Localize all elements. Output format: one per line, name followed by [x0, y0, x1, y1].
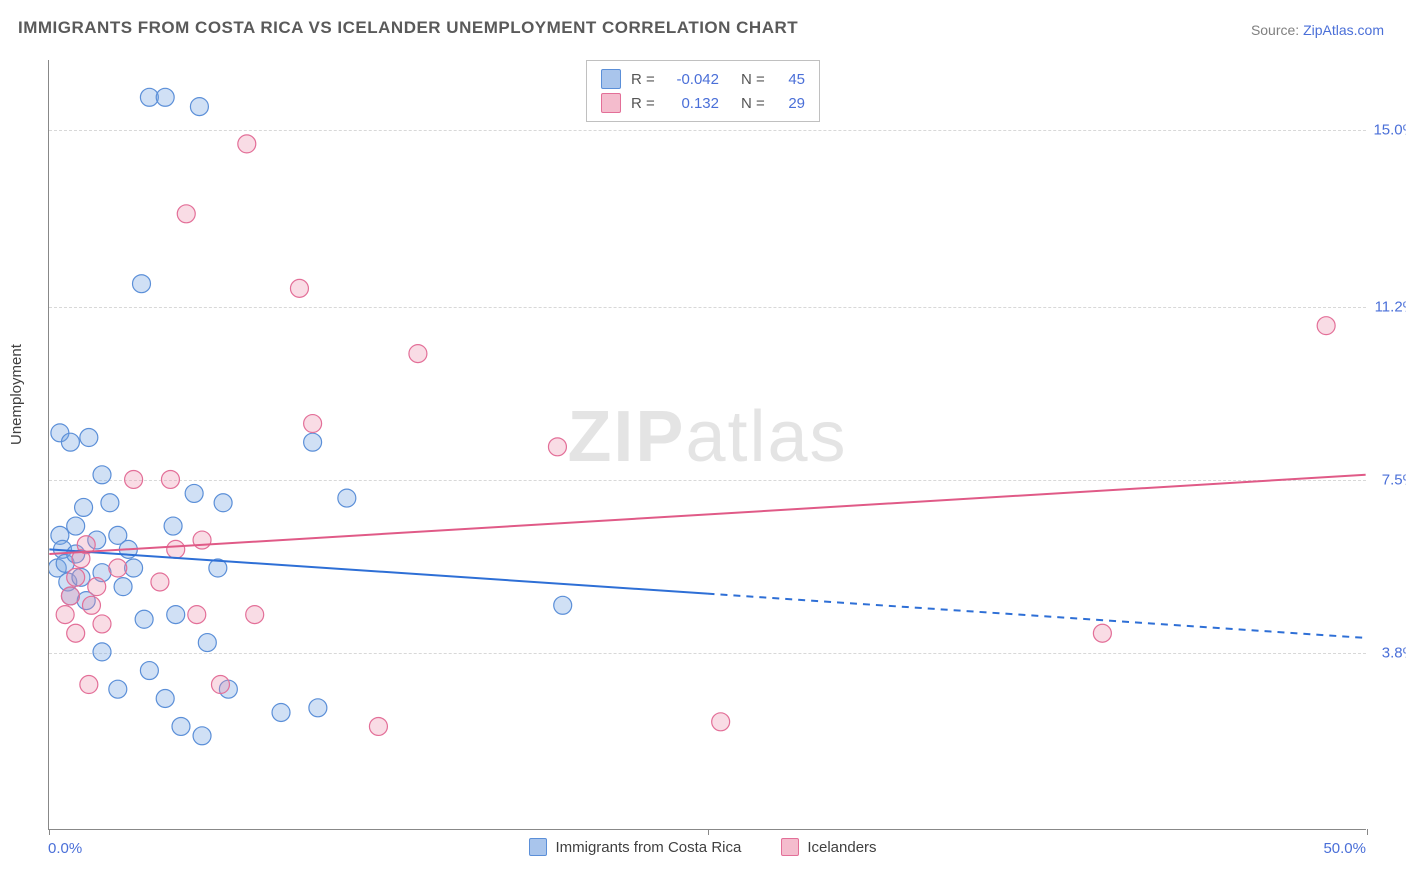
legend-row-blue: R = -0.042 N = 45 — [601, 67, 805, 91]
data-point-pink — [290, 279, 308, 297]
data-point-blue — [167, 606, 185, 624]
data-point-blue — [109, 680, 127, 698]
y-tick-label: 3.8% — [1368, 644, 1406, 661]
trend-line-blue — [49, 549, 707, 593]
data-point-blue — [309, 699, 327, 717]
legend-bottom-label: Immigrants from Costa Rica — [555, 839, 741, 856]
legend-r-value: 0.132 — [669, 95, 719, 112]
data-point-blue — [190, 98, 208, 116]
data-point-pink — [80, 676, 98, 694]
data-point-pink — [369, 717, 387, 735]
data-point-blue — [304, 433, 322, 451]
legend-swatch-pink — [601, 93, 621, 113]
data-point-pink — [125, 470, 143, 488]
legend-n-value: 29 — [779, 95, 805, 112]
data-point-blue — [185, 484, 203, 502]
data-point-pink — [193, 531, 211, 549]
data-point-blue — [164, 517, 182, 535]
data-point-pink — [1317, 317, 1335, 335]
legend-r-label: R = — [631, 71, 659, 88]
data-point-blue — [93, 466, 111, 484]
data-point-pink — [151, 573, 169, 591]
data-point-pink — [238, 135, 256, 153]
data-point-blue — [272, 703, 290, 721]
data-point-blue — [156, 88, 174, 106]
data-point-blue — [93, 643, 111, 661]
y-axis-label: Unemployment — [8, 344, 25, 445]
data-point-blue — [172, 717, 190, 735]
legend-r-value: -0.042 — [669, 71, 719, 88]
data-point-blue — [135, 610, 153, 628]
data-point-blue — [133, 275, 151, 293]
y-tick-label: 15.0% — [1368, 122, 1406, 139]
data-point-pink — [548, 438, 566, 456]
data-point-blue — [80, 429, 98, 447]
legend-bottom-swatch — [781, 838, 799, 856]
legend-n-label: N = — [741, 95, 769, 112]
chart-svg — [49, 60, 1366, 829]
x-tick — [708, 829, 709, 835]
data-point-pink — [61, 587, 79, 605]
legend-correlation-box: R = -0.042 N = 45 R = 0.132 N = 29 — [586, 60, 820, 122]
plot-area: ZIPatlas 3.8%7.5%11.2%15.0% — [48, 60, 1366, 830]
y-tick-label: 11.2% — [1368, 299, 1406, 316]
legend-n-label: N = — [741, 71, 769, 88]
data-point-blue — [193, 727, 211, 745]
data-point-pink — [67, 624, 85, 642]
source-link[interactable]: ZipAtlas.com — [1303, 22, 1384, 38]
trend-line-blue-dashed — [708, 594, 1366, 638]
data-point-blue — [140, 662, 158, 680]
x-tick — [1367, 829, 1368, 835]
legend-bottom-item-blue: Immigrants from Costa Rica — [529, 838, 741, 856]
data-point-blue — [214, 494, 232, 512]
data-point-pink — [188, 606, 206, 624]
legend-bottom-swatch — [529, 838, 547, 856]
data-point-pink — [712, 713, 730, 731]
source-attribution: Source: ZipAtlas.com — [1251, 22, 1384, 38]
data-point-pink — [304, 415, 322, 433]
data-point-blue — [554, 596, 572, 614]
data-point-blue — [67, 517, 85, 535]
data-point-pink — [177, 205, 195, 223]
chart-title: IMMIGRANTS FROM COSTA RICA VS ICELANDER … — [18, 18, 798, 38]
data-point-blue — [198, 634, 216, 652]
data-point-pink — [246, 606, 264, 624]
data-point-blue — [101, 494, 119, 512]
y-tick-label: 7.5% — [1368, 472, 1406, 489]
source-prefix: Source: — [1251, 22, 1303, 38]
data-point-pink — [56, 606, 74, 624]
data-point-pink — [93, 615, 111, 633]
data-point-pink — [211, 676, 229, 694]
x-tick — [49, 829, 50, 835]
data-point-blue — [156, 690, 174, 708]
data-point-pink — [88, 578, 106, 596]
legend-row-pink: R = 0.132 N = 29 — [601, 91, 805, 115]
data-point-pink — [161, 470, 179, 488]
data-point-pink — [167, 540, 185, 558]
legend-r-label: R = — [631, 95, 659, 112]
data-point-pink — [409, 345, 427, 363]
trend-line-pink — [49, 475, 1365, 554]
legend-n-value: 45 — [779, 71, 805, 88]
legend-swatch-blue — [601, 69, 621, 89]
data-point-pink — [109, 559, 127, 577]
data-point-pink — [82, 596, 100, 614]
legend-bottom-item-pink: Icelanders — [781, 838, 876, 856]
data-point-blue — [61, 433, 79, 451]
data-point-blue — [75, 498, 93, 516]
data-point-blue — [114, 578, 132, 596]
data-point-blue — [338, 489, 356, 507]
legend-bottom-label: Icelanders — [807, 839, 876, 856]
data-point-pink — [67, 568, 85, 586]
legend-bottom: Immigrants from Costa Rica Icelanders — [0, 838, 1406, 856]
data-point-pink — [1093, 624, 1111, 642]
